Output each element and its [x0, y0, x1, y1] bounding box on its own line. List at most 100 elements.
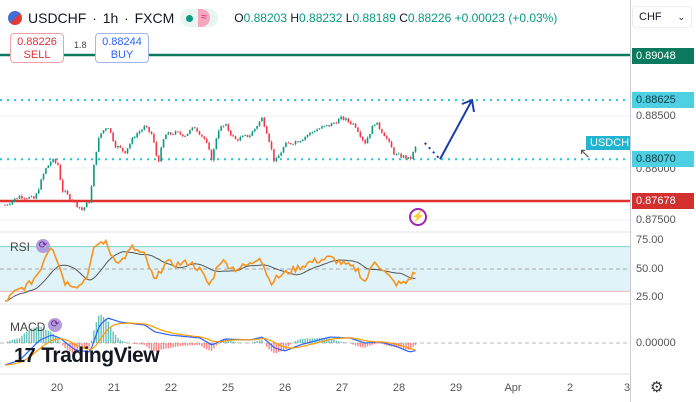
candle [294, 141, 297, 145]
rsi-settings-icon[interactable]: ⟳ [36, 239, 50, 253]
candle [383, 132, 386, 137]
macd-histogram-bar [198, 343, 201, 346]
macd-histogram-bar [230, 341, 232, 343]
macd-settings-icon[interactable]: ⟳ [48, 318, 62, 332]
macd-histogram-bar [333, 339, 335, 343]
candle [40, 179, 42, 190]
candle [277, 155, 280, 159]
macd-histogram-bar [66, 343, 69, 350]
candle [330, 123, 333, 127]
macd-histogram-bar [54, 337, 57, 343]
macd-histogram-bar [194, 343, 196, 346]
time-tick: 27 [335, 382, 349, 394]
candle [59, 165, 62, 180]
macd-histogram-bar [191, 343, 194, 346]
candle [100, 133, 102, 139]
candle [333, 122, 335, 124]
candle [88, 202, 90, 204]
chart-header: USDCHF · 1h · FXCM ≈ O0.88203 H0.88232 L… [8, 8, 557, 28]
macd-histogram-bar [340, 341, 342, 343]
macd-histogram-bar [213, 343, 215, 349]
interval[interactable]: 1h [102, 10, 119, 26]
candle [145, 126, 148, 127]
macd-histogram-bar [141, 343, 143, 345]
macd-histogram-bar [153, 343, 155, 352]
macd-histogram-bar [376, 343, 378, 344]
candle [102, 130, 105, 134]
candle [342, 116, 345, 120]
candle [52, 159, 54, 163]
macd-histogram-bar [57, 339, 59, 343]
macd-histogram-bar [410, 343, 412, 349]
candle [395, 154, 398, 155]
macd-histogram-bar [383, 343, 386, 345]
candle [378, 122, 381, 130]
price-tick: 0.87500 [636, 214, 676, 226]
macd-histogram-bar [69, 343, 71, 352]
macd-histogram-bar [342, 342, 345, 343]
candle [143, 126, 146, 130]
candle [205, 138, 208, 143]
candle [95, 151, 98, 165]
candle [179, 132, 182, 135]
sell-button[interactable]: 0.88226 SELL [10, 33, 64, 63]
candle [246, 134, 249, 137]
candle [18, 195, 21, 199]
macd-histogram-bar [160, 343, 162, 350]
tradingview-logo[interactable]: 17 TradingView [14, 344, 160, 367]
candle [167, 132, 170, 135]
macd-histogram-bar [371, 343, 374, 345]
candle [177, 131, 179, 133]
macd-histogram-bar [83, 343, 86, 350]
candle [261, 117, 263, 122]
candle [388, 138, 390, 142]
time-tick: 22 [164, 382, 178, 394]
level-label: 0.87678 [632, 193, 694, 209]
candle [249, 135, 251, 137]
candle [366, 137, 369, 144]
candle [23, 198, 26, 200]
rsi-label[interactable]: RSI [10, 240, 31, 254]
rsi-line [4, 238, 416, 302]
candle [263, 117, 266, 127]
candle [397, 153, 400, 155]
market-open-dot-icon [186, 14, 194, 22]
chart-plot[interactable] [0, 0, 630, 402]
candle [364, 140, 366, 144]
candle [61, 179, 64, 192]
candle [289, 143, 292, 145]
candle [25, 198, 28, 200]
candle [13, 198, 16, 201]
macd-histogram-bar [201, 343, 203, 347]
lightning-icon[interactable]: ⚡ [409, 208, 427, 226]
currency-select[interactable]: CHF ⌄ [632, 6, 692, 28]
settings-icon[interactable]: ⚙ [650, 379, 664, 396]
macd-histogram-bar [292, 342, 294, 343]
candle [69, 194, 71, 200]
macd-label[interactable]: MACD [10, 320, 46, 334]
candle [400, 153, 402, 158]
candle [354, 123, 357, 128]
candle [42, 173, 45, 180]
macd-histogram-bar [407, 343, 410, 350]
macd-histogram-bar [189, 343, 191, 346]
time-tick: Apr [504, 382, 522, 394]
candle [93, 164, 95, 187]
candle [136, 133, 138, 138]
buy-label: BUY [110, 49, 134, 61]
candle [237, 139, 239, 141]
market-status-button[interactable]: ≈ [180, 9, 219, 27]
macd-histogram-bar [179, 343, 182, 347]
macd-histogram-bar [215, 343, 218, 346]
candle [213, 149, 215, 161]
macd-histogram-bar [177, 343, 179, 347]
candle [107, 128, 110, 129]
buy-button[interactable]: 0.88244 BUY [95, 33, 149, 63]
symbol-name[interactable]: USDCHF [28, 10, 87, 26]
macd-histogram-bar [287, 343, 290, 347]
candle [325, 125, 328, 126]
candle [234, 136, 237, 140]
macd-histogram-bar [88, 343, 90, 348]
macd-histogram-bar [62, 343, 64, 346]
rsi-tick: 25.00 [636, 291, 664, 303]
